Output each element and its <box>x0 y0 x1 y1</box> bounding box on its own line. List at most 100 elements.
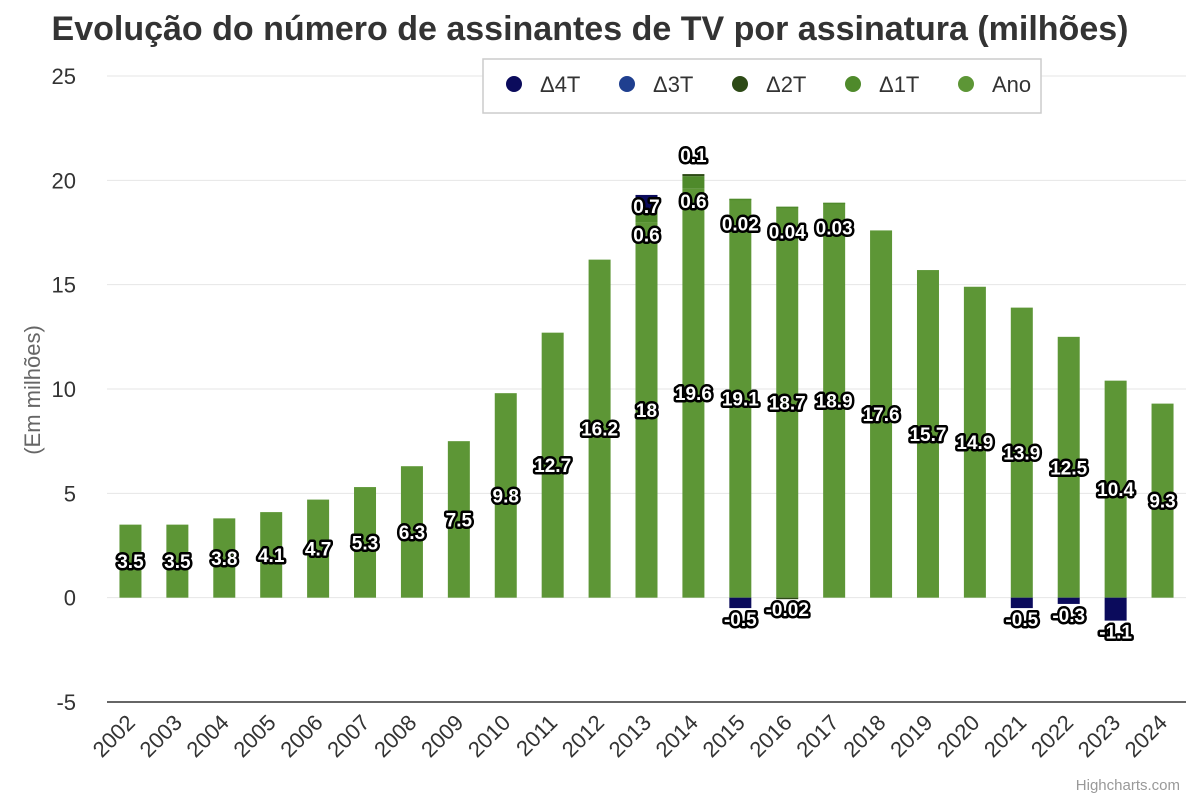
bar-segment <box>494 393 517 598</box>
bar-segment <box>1057 597 1080 604</box>
y-tick-label: 15 <box>52 273 76 298</box>
x-tick-label: 2016 <box>744 710 796 762</box>
x-tick-label: 2008 <box>369 710 421 762</box>
x-tick-label: 2007 <box>322 710 374 762</box>
x-tick-label: 2019 <box>885 710 937 762</box>
bar-segment <box>823 202 846 205</box>
bar-segment <box>635 209 658 223</box>
bar-segment <box>166 524 189 598</box>
data-label: 0.6 <box>633 226 659 247</box>
legend-label: Δ1T <box>879 72 919 97</box>
y-axis-label: (Em milhões) <box>20 325 45 455</box>
bar-segment <box>1104 597 1127 621</box>
x-tick-label: 2013 <box>604 710 656 762</box>
legend-marker <box>958 76 974 92</box>
legend-marker <box>506 76 522 92</box>
bar-segment <box>541 332 564 598</box>
chart-title: Evolução do número de assinantes de TV p… <box>52 10 1129 48</box>
data-label: 4.7 <box>305 540 331 561</box>
data-label: 0.03 <box>816 219 853 240</box>
bar-segment <box>776 597 799 600</box>
bar-segment <box>635 194 658 210</box>
data-label: 15.7 <box>909 425 946 446</box>
y-tick-label: 5 <box>64 481 76 506</box>
legend-item[interactable]: Δ3T <box>619 72 693 97</box>
bar-segment <box>729 199 752 598</box>
data-label: 10.4 <box>1097 480 1134 501</box>
data-label: 0.02 <box>722 215 759 236</box>
x-tick-label: 2010 <box>463 710 515 762</box>
bar-segment <box>119 524 142 598</box>
data-label: 9.8 <box>493 486 519 507</box>
x-tick-label: 2023 <box>1073 710 1125 762</box>
data-label: 12.7 <box>534 456 571 477</box>
bar-segment <box>776 207 799 598</box>
x-tick-label: 2014 <box>651 710 703 762</box>
data-label: 19.6 <box>675 384 712 405</box>
bar-segment <box>916 270 939 598</box>
data-label: 18 <box>636 401 657 422</box>
bar-segment <box>682 188 705 598</box>
bar-segment <box>682 174 705 177</box>
x-tick-label: 2011 <box>511 710 562 761</box>
bar-segment <box>635 222 658 598</box>
x-tick-label: 2006 <box>275 710 327 762</box>
legend-label: Δ3T <box>653 72 693 97</box>
bar-segment <box>1057 336 1080 598</box>
legend-item[interactable]: Ano <box>958 72 1031 97</box>
legend-label: Δ2T <box>766 72 806 97</box>
data-label: 18.7 <box>769 394 806 415</box>
data-label: -1.1 <box>1099 623 1132 644</box>
x-tick-label: 2022 <box>1026 710 1078 762</box>
data-label: 14.9 <box>956 433 993 454</box>
bar-segment <box>213 518 236 598</box>
data-label: 3.8 <box>211 549 237 570</box>
data-label: 0.04 <box>769 223 806 244</box>
bar-segment <box>400 466 423 598</box>
bar-segment <box>823 203 846 598</box>
y-tick-label: 20 <box>52 168 76 193</box>
x-tick-label: 2021 <box>979 710 1031 762</box>
x-tick-label: 2004 <box>182 710 234 762</box>
bar-segment <box>447 441 470 598</box>
data-label: -0.02 <box>766 600 809 621</box>
legend: Δ4T Δ3T Δ2T Δ1T Ano <box>482 58 1042 114</box>
bar-segment <box>1010 307 1033 598</box>
data-label: 9.3 <box>1149 492 1175 513</box>
credits[interactable]: Highcharts.com <box>1076 777 1180 794</box>
bar-segment <box>682 176 705 189</box>
data-label: 4.1 <box>258 546 285 567</box>
data-label: 12.5 <box>1050 458 1087 479</box>
legend-item[interactable]: Δ2T <box>732 72 806 97</box>
legend-item[interactable]: Δ1T <box>845 72 919 97</box>
bar-segment <box>1010 597 1033 609</box>
legend-item[interactable]: Δ4T <box>506 72 580 97</box>
x-tick-label: 2024 <box>1120 710 1172 762</box>
data-label: 3.5 <box>164 552 191 573</box>
bar-segment <box>354 487 377 598</box>
bar-segment <box>963 286 986 598</box>
data-label: 0.1 <box>680 146 707 167</box>
data-label: 19.1 <box>722 389 759 410</box>
data-label: 7.5 <box>446 510 473 531</box>
bar-segment <box>1151 403 1174 598</box>
bar-segment <box>588 259 611 598</box>
bar-segment <box>870 230 893 598</box>
bar-segment <box>729 597 752 609</box>
y-tick-label: -5 <box>56 690 76 715</box>
bars <box>119 174 1174 621</box>
data-label: -0.5 <box>1005 610 1038 631</box>
data-label: 5.3 <box>352 533 378 554</box>
data-label: -0.5 <box>724 610 757 631</box>
y-tick-label: 10 <box>52 377 76 402</box>
legend-label: Δ4T <box>540 72 580 97</box>
x-tick-label: 2020 <box>932 710 984 762</box>
y-tick-label: 25 <box>52 64 76 89</box>
x-tick-label: 2002 <box>88 710 140 762</box>
bar-segment <box>776 206 799 209</box>
data-label: 3.5 <box>117 552 144 573</box>
x-tick-label: 2017 <box>791 710 843 762</box>
x-tick-label: 2003 <box>135 710 187 762</box>
data-label: 18.9 <box>816 391 853 412</box>
